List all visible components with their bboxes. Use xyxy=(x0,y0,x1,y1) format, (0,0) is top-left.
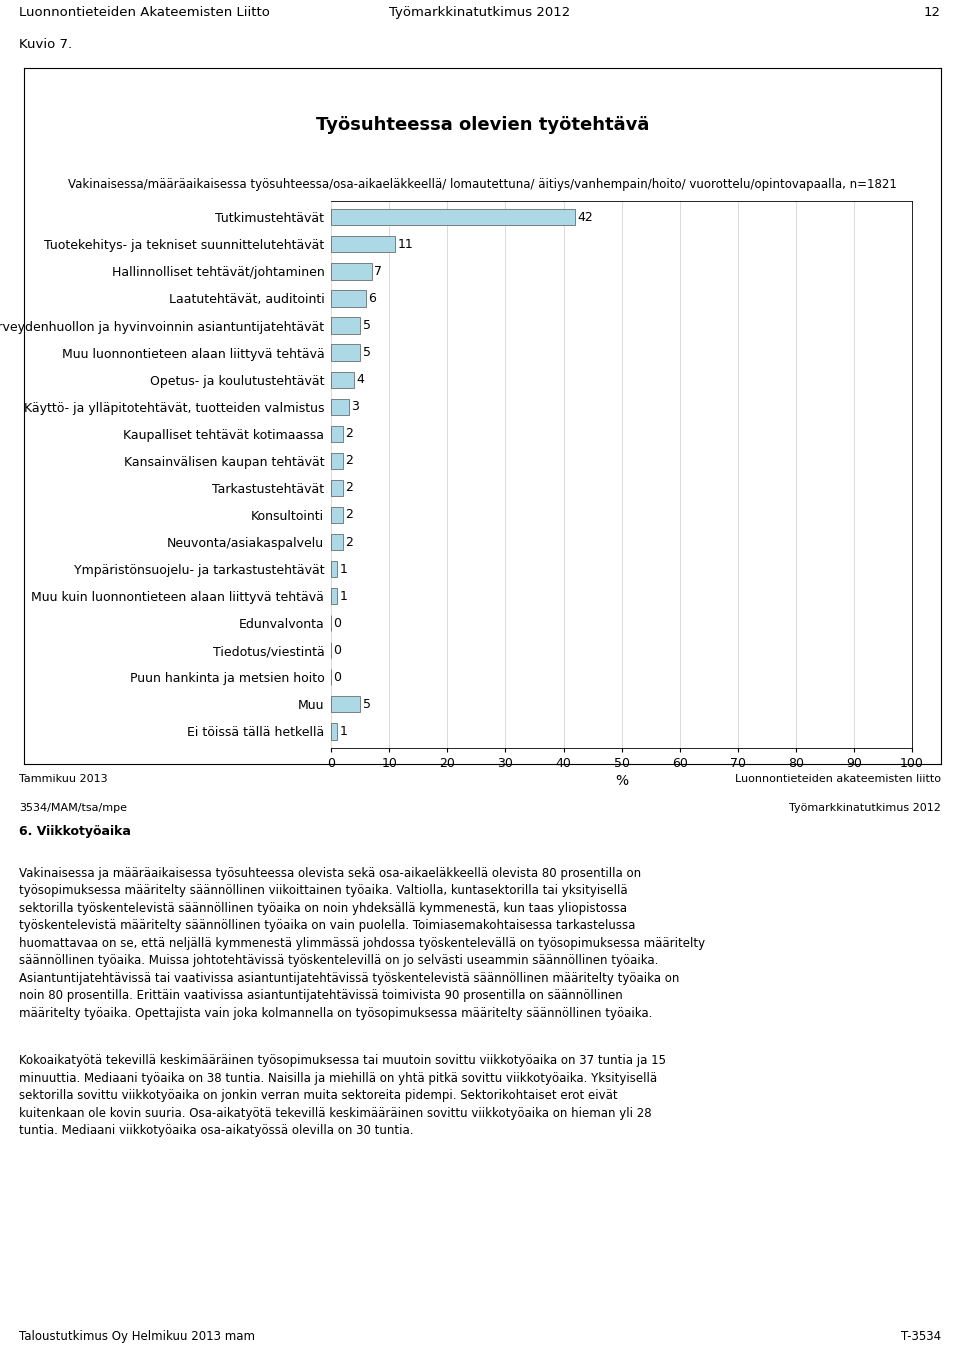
Bar xyxy=(331,372,354,388)
Text: 7: 7 xyxy=(374,265,382,279)
Bar xyxy=(331,507,343,523)
Text: 0: 0 xyxy=(333,644,342,657)
X-axis label: %: % xyxy=(615,773,628,788)
Text: 1: 1 xyxy=(339,562,348,576)
Text: 1: 1 xyxy=(339,725,348,738)
Bar xyxy=(331,723,337,740)
Text: 2: 2 xyxy=(346,508,353,522)
Text: 0: 0 xyxy=(333,671,342,684)
Text: 3: 3 xyxy=(351,400,359,414)
Bar xyxy=(331,534,343,550)
Bar xyxy=(331,588,337,604)
Bar xyxy=(331,345,360,361)
Text: 0: 0 xyxy=(333,617,342,630)
Text: Luonnontieteiden Akateemisten Liitto: Luonnontieteiden Akateemisten Liitto xyxy=(19,5,270,19)
Text: 6: 6 xyxy=(369,292,376,306)
Text: Luonnontieteiden akateemisten liitto: Luonnontieteiden akateemisten liitto xyxy=(734,775,941,784)
Bar xyxy=(331,696,360,713)
Text: Tammikuu 2013: Tammikuu 2013 xyxy=(19,775,108,784)
Bar xyxy=(331,480,343,496)
Text: 6. Viikkotyöaika: 6. Viikkotyöaika xyxy=(19,825,132,838)
Text: 5: 5 xyxy=(363,319,371,333)
Text: 3534/MAM/tsa/mpe: 3534/MAM/tsa/mpe xyxy=(19,803,127,813)
Bar xyxy=(331,399,348,415)
Text: Työmarkkinatutkimus 2012: Työmarkkinatutkimus 2012 xyxy=(390,5,570,19)
Text: 1: 1 xyxy=(339,589,348,603)
Bar xyxy=(331,561,337,577)
Bar xyxy=(331,210,575,226)
Text: 4: 4 xyxy=(357,373,365,387)
Text: Työsuhteessa olevien työtehtävä: Työsuhteessa olevien työtehtävä xyxy=(316,116,649,134)
Text: 2: 2 xyxy=(346,454,353,468)
Text: 2: 2 xyxy=(346,535,353,549)
Text: T-3534: T-3534 xyxy=(900,1330,941,1343)
Text: Vakinaisessa ja määräaikaisessa työsuhteessa olevista sekä osa-aikaeläkkeellä ol: Vakinaisessa ja määräaikaisessa työsuhte… xyxy=(19,867,706,1019)
Bar xyxy=(331,291,366,307)
Text: Vakinaisessa/määräaikaisessa työsuhteessa/osa-aikaeläkkeellä/ lomautettuna/ äiti: Vakinaisessa/määräaikaisessa työsuhteess… xyxy=(68,177,897,191)
Bar xyxy=(331,237,396,253)
Bar xyxy=(331,426,343,442)
Text: 12: 12 xyxy=(924,5,941,19)
Text: 5: 5 xyxy=(363,698,371,711)
Text: 5: 5 xyxy=(363,346,371,360)
Bar xyxy=(331,264,372,280)
Text: Taloustutkimus Oy Helmikuu 2013 mam: Taloustutkimus Oy Helmikuu 2013 mam xyxy=(19,1330,255,1343)
Text: 2: 2 xyxy=(346,427,353,441)
Text: Kuvio 7.: Kuvio 7. xyxy=(19,38,72,51)
Bar xyxy=(331,453,343,469)
Text: 2: 2 xyxy=(346,481,353,495)
Text: Työmarkkinatutkimus 2012: Työmarkkinatutkimus 2012 xyxy=(789,803,941,813)
Text: Kokoaikatyötä tekevillä keskimääräinen työsopimuksessa tai muutoin sovittu viikk: Kokoaikatyötä tekevillä keskimääräinen t… xyxy=(19,1055,666,1137)
Text: 42: 42 xyxy=(578,211,593,224)
Text: 11: 11 xyxy=(397,238,413,251)
Bar xyxy=(331,318,360,334)
